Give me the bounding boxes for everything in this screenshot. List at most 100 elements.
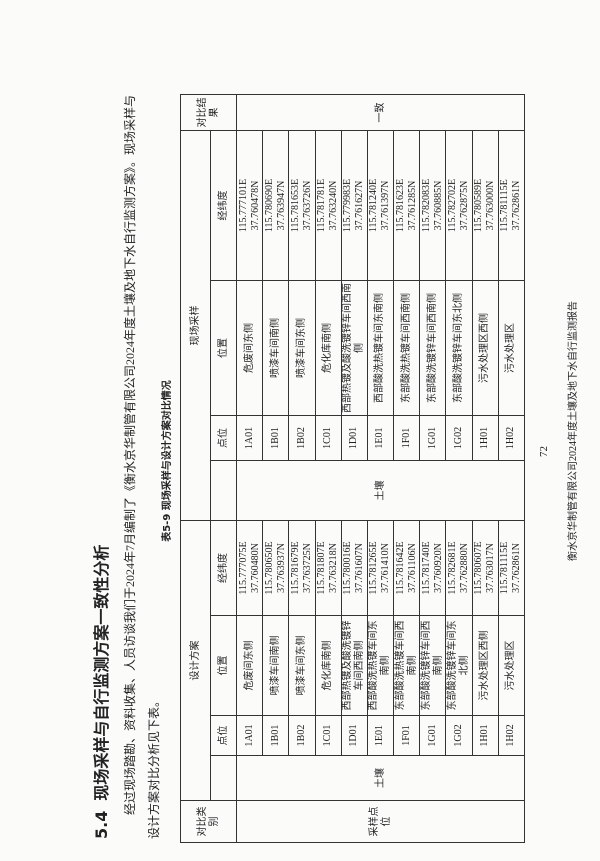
coord-cell: 115.782083E 37.760885N — [419, 130, 446, 281]
location-cell: 污水处理区西侧 — [472, 280, 499, 416]
header-cell: 位置 — [210, 615, 237, 716]
point-cell: 1H01 — [472, 415, 499, 461]
latitude: 37.763017N — [485, 543, 497, 593]
point-cell: 1D01 — [341, 415, 368, 461]
longitude: 115.781240E — [368, 178, 380, 233]
coord-cell: 115.781653E 37.763726N — [288, 130, 316, 281]
coord-cell: 115.781781E 37.763240N — [315, 130, 342, 281]
location-cell: 东部酸洗镀锌车间西南侧 — [419, 280, 446, 416]
header-cell: 点位 — [210, 415, 237, 461]
location-cell: 危废间东侧 — [236, 280, 263, 416]
coord-cell: 115.780607E 37.763017N — [472, 520, 499, 616]
table-caption: 表5-9 现场采样与设计方案对比情况 — [162, 380, 173, 542]
location-cell: 危化库南侧 — [315, 280, 342, 416]
header-row: 对比类别 设计方案 现场采样 对比结果 — [180, 94, 237, 843]
point-cell: 1B01 — [262, 715, 289, 756]
header-cell: 对比类别 — [180, 800, 237, 843]
medium-cell: 土壤 — [236, 460, 525, 521]
point-cell: 1B01 — [262, 415, 289, 461]
location-cell: 喷漆车间东侧 — [288, 615, 316, 716]
header-cell: 现场采样 — [180, 130, 211, 521]
header-cell: 点位 — [210, 715, 237, 756]
coord-cell: 115.781240E 37.761397N — [367, 130, 394, 281]
coord-cell: 115.781265E 37.761410N — [367, 520, 394, 616]
longitude: 115.782702E — [446, 178, 458, 233]
point-cell: 1B02 — [288, 415, 316, 461]
longitude: 115.781807E — [316, 541, 328, 595]
coord-cell: 115.781115E 37.762861N — [498, 130, 525, 281]
location-cell: 东部酸洗镀锌车间西南侧 — [419, 615, 446, 716]
latitude: 37.761410N — [380, 543, 392, 593]
coord-cell: 115.780016E 37.761607N — [341, 520, 368, 616]
longitude: 115.780016E — [342, 541, 354, 595]
longitude: 115.780650E — [263, 541, 275, 595]
latitude: 37.763725N — [301, 543, 313, 593]
latitude: 37.760885N — [432, 180, 444, 231]
location-cell: 污水处理区 — [498, 280, 525, 416]
latitude: 37.761607N — [354, 543, 366, 593]
coord-cell: 115.782702E 37.762875N — [445, 130, 473, 281]
coord-cell: 115.782681E 37.762880N — [445, 520, 473, 616]
point-cell: 1G02 — [445, 415, 473, 461]
latitude: 37.762861N — [511, 543, 523, 593]
latitude: 37.761397N — [380, 180, 392, 231]
longitude: 115.780690E — [263, 178, 275, 233]
location-cell: 东部酸洗镀锌车间东北侧 — [445, 280, 473, 416]
header-cell: 经纬度 — [210, 130, 237, 281]
longitude: 115.781642E — [394, 541, 406, 595]
medium-cell: 土壤 — [236, 755, 525, 801]
location-cell: 东部酸洗镀锌车间东北侧 — [445, 615, 473, 716]
longitude: 115.782681E — [446, 541, 458, 595]
coord-cell: 115.781623E 37.761285N — [393, 130, 420, 281]
running-header: 衡水京华制管有限公司2024年度土壤及地下水自行监测报告 — [568, 301, 579, 561]
data-row: 采样点位 土壤 1A01 危废间东侧 115.777075E 37.760480N 土壤 1A… — [236, 94, 525, 843]
coord-cell: 115.780690E 37.763947N — [262, 130, 289, 281]
coord-cell: 115.781679E 37.763725N — [288, 520, 316, 616]
point-cell: 1C01 — [315, 715, 342, 756]
location-cell: 西部酸洗热镀车间东南侧 — [367, 615, 394, 716]
point-cell: 1H02 — [498, 415, 525, 461]
longitude: 115.777075E — [237, 541, 249, 595]
longitude: 115.777101E — [237, 178, 249, 233]
point-cell: 1B02 — [288, 715, 316, 756]
point-cell: 1A01 — [236, 715, 263, 756]
coord-cell: 115.777075E 37.760480N — [236, 520, 263, 616]
latitude: 37.763947N — [275, 180, 287, 231]
point-cell: 1G02 — [445, 715, 473, 756]
location-cell: 东部酸洗热镀车间西南侧 — [393, 280, 420, 416]
header-cell: 设计方案 — [180, 520, 211, 801]
longitude: 115.779983E — [342, 178, 354, 233]
latitude: 37.761285N — [406, 180, 418, 231]
location-cell: 西部酸洗热镀车间东南侧 — [367, 280, 394, 416]
latitude: 37.762875N — [458, 180, 470, 231]
location-cell: 喷漆车间东侧 — [288, 280, 316, 416]
section-heading: 5.4 现场采样与自行监测方案一致性分析 — [88, 535, 112, 839]
latitude: 37.761627N — [354, 180, 366, 231]
location-cell: 西部热镀及酸洗镀锌车间西南侧 — [341, 280, 368, 416]
coord-cell: 115.780589E 37.763000N — [472, 130, 499, 281]
header-cell: 位置 — [210, 280, 237, 416]
result-cell: 一致 — [236, 94, 525, 131]
header-cell — [210, 755, 237, 801]
longitude: 115.781781E — [316, 178, 328, 233]
latitude: 37.763218N — [328, 543, 340, 593]
longitude: 115.781679E — [289, 541, 301, 595]
point-cell: 1E01 — [367, 415, 394, 461]
point-cell: 1C01 — [315, 415, 342, 461]
point-cell: 1G01 — [419, 715, 446, 756]
location-cell: 东部酸洗热镀车间西南侧 — [393, 615, 420, 716]
header-row: 点位 位置 经纬度 点位 位置 经纬度 — [210, 95, 237, 843]
location-cell: 喷漆车间南侧 — [262, 280, 289, 416]
section-title: 现场采样与自行监测方案一致性分析 — [92, 544, 111, 801]
latitude: 37.763937N — [275, 543, 287, 593]
coord-cell: 115.781807E 37.763218N — [315, 520, 342, 616]
latitude: 37.762880N — [458, 543, 470, 593]
point-cell: 1G01 — [419, 415, 446, 461]
header-cell: 对比结果 — [180, 94, 237, 131]
point-cell: 1A01 — [236, 415, 263, 461]
longitude: 115.780607E — [473, 541, 485, 595]
location-cell: 西部热镀及酸洗镀锌车间西南侧 — [341, 615, 368, 716]
group-cell: 采样点位 — [236, 800, 525, 843]
point-cell: 1H01 — [472, 715, 499, 756]
